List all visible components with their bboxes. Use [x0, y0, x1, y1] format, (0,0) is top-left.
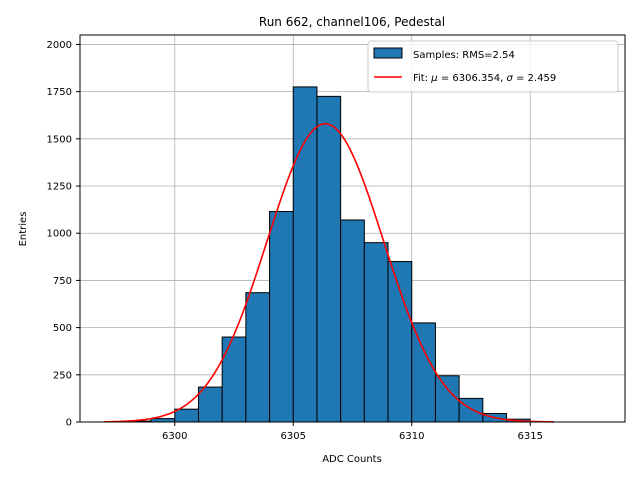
y-axis-title: Entries — [18, 212, 29, 247]
y-tick-label: 0 — [66, 418, 72, 429]
histogram-bar — [363, 242, 389, 423]
fit-curve-group — [103, 122, 554, 423]
histogram-bar — [221, 336, 247, 423]
histogram-bar — [387, 261, 413, 423]
histogram-bar — [458, 397, 484, 423]
legend-histogram-label: Samples: RMS=2.54 — [413, 50, 515, 61]
histogram-bar — [197, 386, 223, 423]
y-tick-label: 1500 — [47, 134, 72, 145]
legend: Samples: RMS=2.54 Fit: μ = 6306.354, σ =… — [367, 40, 619, 93]
histogram-bar — [269, 211, 294, 423]
histogram-bar — [411, 322, 436, 423]
histogram-bar — [174, 408, 199, 423]
histogram-bar — [150, 418, 176, 423]
legend-box — [367, 40, 619, 93]
histogram-bar — [340, 219, 365, 423]
y-tick-label: 1750 — [47, 87, 72, 98]
legend-histogram-swatch — [373, 47, 403, 59]
histogram-bar — [245, 292, 271, 423]
histogram-bar — [316, 95, 342, 423]
x-axis-title: ADC Counts — [322, 454, 382, 465]
x-tick-label: 6300 — [162, 431, 187, 442]
plot-frame — [79, 34, 626, 423]
y-tick-label: 2000 — [47, 40, 72, 51]
fit-curve — [103, 122, 554, 423]
legend-fit-label: Fit: μ = 6306.354, σ = 2.459 — [413, 73, 556, 84]
x-tick-label: 6310 — [399, 431, 424, 442]
histogram-bar — [292, 86, 318, 423]
y-tick-label: 1250 — [47, 182, 72, 193]
y-tick-label: 500 — [53, 323, 72, 334]
y-tick-label: 1000 — [47, 229, 72, 240]
chart-title: Run 662, channel106, Pedestal — [259, 15, 445, 29]
y-tick-label: 750 — [53, 276, 72, 287]
x-tick-label: 6315 — [517, 431, 542, 442]
y-tick-label: 250 — [53, 370, 72, 381]
histogram-bar — [434, 375, 460, 423]
x-tick-label: 6305 — [281, 431, 306, 442]
axis-ticks: 6300 6305 6310 6315 0 250 500 750 1000 1250 1500 17… — [47, 40, 543, 442]
histogram-bars — [126, 86, 531, 423]
